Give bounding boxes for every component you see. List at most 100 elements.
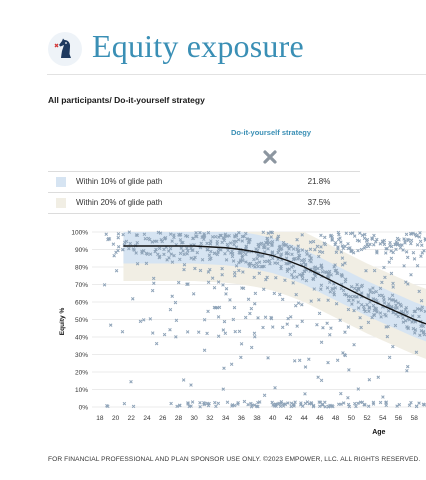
data-point <box>375 249 379 254</box>
data-point <box>329 273 333 277</box>
data-point <box>356 306 361 310</box>
data-point <box>296 257 300 261</box>
data-point <box>181 240 185 245</box>
data-point <box>303 392 307 396</box>
data-point <box>335 271 340 275</box>
data-point <box>409 273 413 277</box>
data-point <box>415 263 420 268</box>
y-tick-label: 90% <box>75 247 88 254</box>
data-point <box>361 304 366 309</box>
data-point <box>198 268 203 273</box>
data-point <box>323 235 327 240</box>
data-point <box>417 401 421 405</box>
data-point <box>234 245 239 249</box>
data-point <box>144 251 149 256</box>
data-point <box>308 240 313 244</box>
data-point <box>228 298 232 302</box>
data-point <box>335 358 340 363</box>
data-point <box>251 263 256 268</box>
data-point <box>290 252 294 257</box>
data-point <box>323 400 327 405</box>
chart-subtitle: All participants/ Do-it-yourself strateg… <box>48 95 205 105</box>
data-point <box>326 298 330 302</box>
data-point <box>216 280 221 284</box>
data-point <box>253 291 258 296</box>
data-point <box>383 275 387 280</box>
data-point <box>389 256 394 261</box>
x-tick-label: 44 <box>301 415 309 422</box>
data-point <box>189 246 193 250</box>
data-point <box>371 290 376 295</box>
data-point <box>304 278 309 283</box>
data-point <box>320 250 325 255</box>
data-point <box>356 248 360 253</box>
data-point <box>297 253 301 258</box>
data-point <box>418 231 422 235</box>
data-point <box>267 259 272 263</box>
data-point <box>380 280 384 285</box>
data-point <box>300 277 305 281</box>
data-point <box>265 275 269 280</box>
data-point <box>341 351 345 355</box>
data-point <box>232 234 237 238</box>
data-point <box>422 332 426 337</box>
data-point <box>346 402 351 407</box>
y-tick-label: 70% <box>75 282 88 289</box>
data-point <box>420 305 425 309</box>
data-point <box>228 241 233 245</box>
x-tick-label: 56 <box>395 415 403 422</box>
data-point <box>384 314 388 318</box>
data-point <box>277 401 281 406</box>
data-point <box>295 275 299 279</box>
data-point <box>232 403 237 408</box>
data-point <box>219 248 223 252</box>
data-point <box>379 315 383 319</box>
data-point <box>274 275 278 280</box>
data-point <box>275 236 280 240</box>
data-point <box>321 326 325 330</box>
data-point <box>224 258 229 262</box>
data-point <box>262 393 267 398</box>
data-point <box>232 242 236 247</box>
x-tick-label: 18 <box>96 415 104 422</box>
data-point <box>375 237 379 242</box>
data-point <box>308 253 312 258</box>
data-point <box>374 306 379 311</box>
data-point <box>407 318 412 322</box>
data-point <box>172 253 176 258</box>
data-point <box>262 243 267 247</box>
data-point <box>300 233 304 237</box>
data-point <box>334 302 339 306</box>
data-point <box>205 331 209 336</box>
data-point <box>206 403 211 408</box>
data-point <box>221 328 226 332</box>
x-tick-label: 48 <box>332 415 340 422</box>
data-point <box>273 261 277 265</box>
data-point <box>289 404 293 409</box>
data-point <box>144 261 149 266</box>
data-point <box>311 277 316 282</box>
data-point <box>276 248 281 253</box>
data-point <box>205 247 209 252</box>
data-point <box>378 311 383 315</box>
data-point <box>365 242 369 246</box>
data-point <box>147 237 152 242</box>
data-point <box>385 246 389 251</box>
data-point <box>232 305 237 310</box>
data-point <box>300 303 304 307</box>
data-point <box>194 230 198 235</box>
data-point <box>378 242 383 246</box>
data-point <box>319 287 323 291</box>
data-point <box>176 280 181 285</box>
data-point <box>216 401 221 406</box>
data-point <box>245 237 249 241</box>
data-point <box>286 316 290 321</box>
x-tick-label: 42 <box>285 415 293 422</box>
data-point <box>191 292 196 296</box>
data-point <box>186 248 190 253</box>
data-point <box>259 241 264 246</box>
data-point <box>405 255 410 260</box>
data-point <box>332 290 336 295</box>
data-point <box>178 257 182 262</box>
data-point <box>302 257 307 262</box>
